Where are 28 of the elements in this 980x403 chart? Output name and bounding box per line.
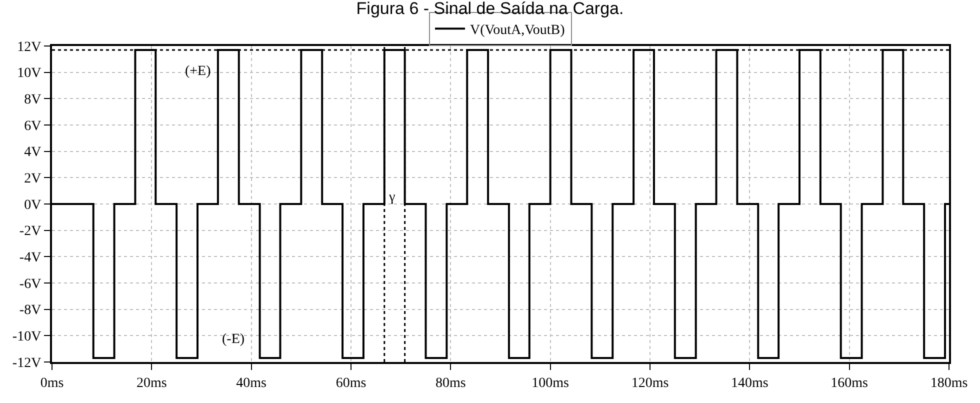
- legend-label: V(VoutA,VoutB): [470, 23, 566, 38]
- y-tick-label: 12V: [17, 40, 42, 55]
- y-tick-label: 4V: [24, 145, 42, 160]
- annotation: (-E): [222, 332, 245, 347]
- x-tick-label: 80ms: [436, 376, 466, 391]
- y-tick-label: -4V: [19, 250, 42, 266]
- y-tick-label: 10V: [17, 66, 42, 82]
- y-tick-label: 8V: [24, 92, 42, 108]
- y-tick-label: 6V: [24, 118, 42, 134]
- annotation: (+E): [185, 64, 212, 79]
- x-tick-label: 20ms: [136, 376, 167, 391]
- chart-title: Figura 6 - Sinal de Saída na Carga.: [356, 0, 624, 18]
- x-tick-label: 100ms: [532, 376, 569, 391]
- x-tick-label: 120ms: [631, 376, 669, 391]
- x-tick-label: 40ms: [236, 376, 266, 391]
- y-tick-label: -8V: [19, 303, 42, 318]
- x-tick-label: 160ms: [830, 376, 868, 391]
- x-tick-label: 0ms: [40, 376, 64, 391]
- y-tick-label: 0V: [24, 198, 42, 213]
- x-tick-label: 180ms: [930, 376, 968, 391]
- y-tick-label: 2V: [24, 172, 42, 187]
- y-tick-label: -6V: [19, 276, 42, 292]
- x-tick-label: 140ms: [731, 376, 768, 391]
- y-tick-label: -12V: [12, 356, 42, 371]
- y-tick-label: -10V: [12, 330, 42, 345]
- x-tick-label: 60ms: [336, 376, 366, 391]
- annotation: γ: [388, 190, 396, 205]
- y-tick-label: -2V: [19, 224, 42, 240]
